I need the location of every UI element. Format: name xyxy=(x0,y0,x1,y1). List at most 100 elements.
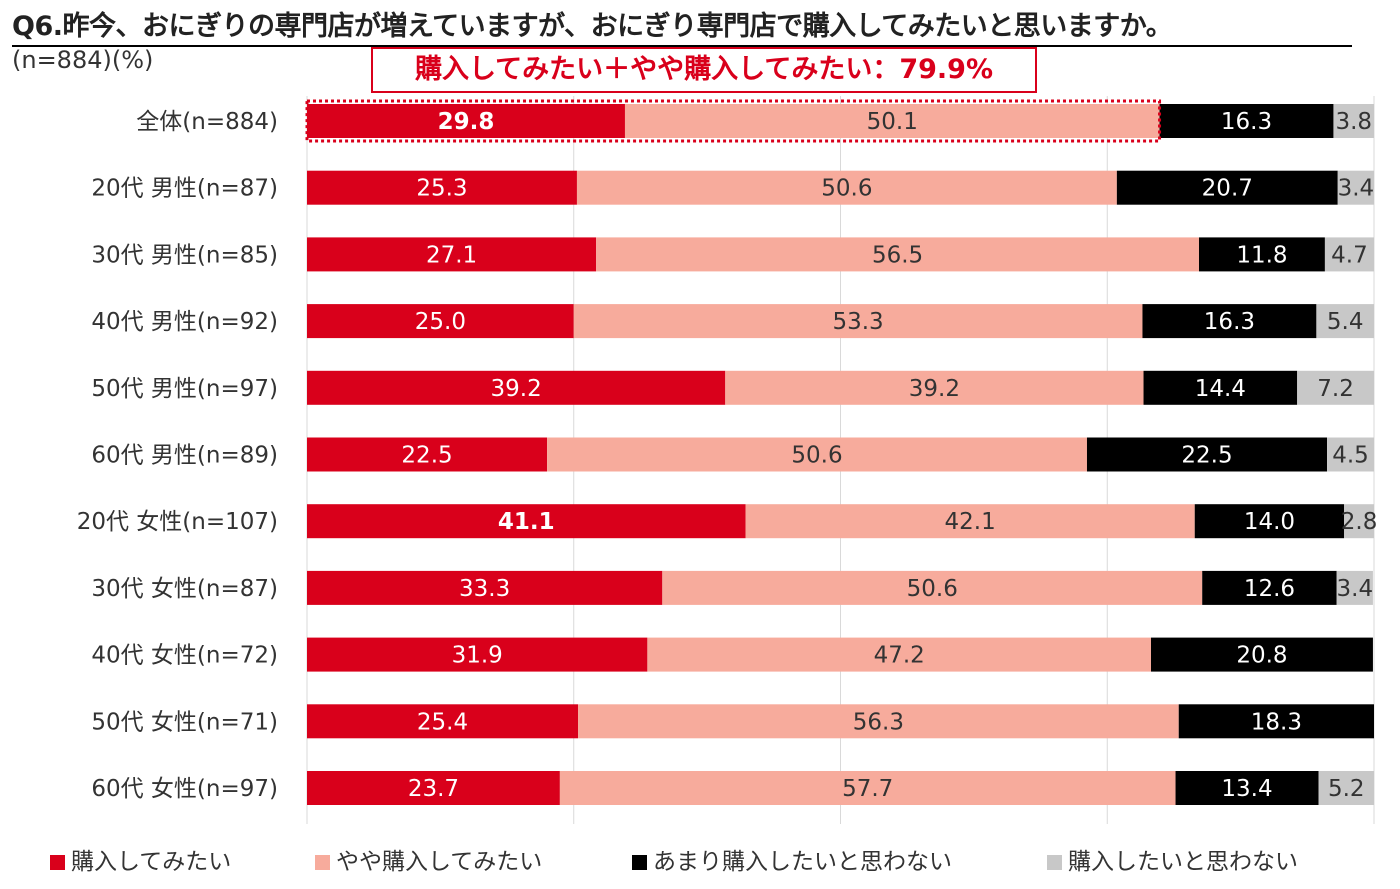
row-label: 全体(n=884) xyxy=(136,109,278,135)
data-label: 3.8 xyxy=(1335,109,1372,135)
bar-segment xyxy=(1318,771,1374,805)
bar-segment xyxy=(596,237,1200,272)
bar-segment xyxy=(559,771,1176,805)
bar-segment xyxy=(1199,237,1325,272)
bar-segment xyxy=(1175,771,1319,805)
row-label: 60代 男性(n=89) xyxy=(91,443,278,469)
bar-segment xyxy=(307,704,579,739)
data-label: 42.1 xyxy=(945,509,996,535)
bar-segment xyxy=(725,370,1144,405)
legend-item: あまり購入したいと思わない xyxy=(632,842,952,876)
bar-segment xyxy=(624,104,1160,138)
data-label: 4.5 xyxy=(1332,443,1369,469)
data-label: 12.6 xyxy=(1244,576,1295,602)
data-label: 4.7 xyxy=(1331,242,1368,268)
data-label: 7.2 xyxy=(1317,376,1354,402)
bar-segment xyxy=(1327,437,1374,472)
legend-swatch xyxy=(50,855,65,870)
bar-segment xyxy=(573,304,1143,339)
bar-segment xyxy=(307,437,548,472)
data-label: 31.9 xyxy=(452,643,503,669)
data-label: 25.4 xyxy=(417,709,468,735)
data-label: 16.3 xyxy=(1221,109,1272,135)
row-label: 40代 女性(n=72) xyxy=(91,643,278,669)
data-label: 16.3 xyxy=(1204,309,1255,335)
row-label: 40代 男性(n=92) xyxy=(91,309,278,335)
data-label: 50.1 xyxy=(867,109,918,135)
data-label: 27.1 xyxy=(426,242,477,268)
row-labels: 全体(n=884) 20代 男性(n=87) 30代 男性(n=85) 40代 男性(… xyxy=(77,109,278,802)
bar-segment xyxy=(1344,504,1374,539)
bar-segment xyxy=(307,504,746,539)
legend-label: あまり購入したいと思わない xyxy=(653,849,952,875)
row-label: 20代 男性(n=87) xyxy=(91,176,278,202)
sample-size-label: (n=884)(%) xyxy=(12,46,154,74)
data-label: 18.3 xyxy=(1251,709,1302,735)
bar-segment xyxy=(307,237,597,272)
bar-segment xyxy=(1202,570,1337,605)
row-label: 50代 女性(n=71) xyxy=(91,709,278,735)
row-label: 50代 男性(n=97) xyxy=(91,376,278,402)
data-label: 5.2 xyxy=(1328,776,1365,802)
data-label: 3.4 xyxy=(1337,576,1374,602)
data-label: 56.3 xyxy=(853,709,904,735)
bar-segment xyxy=(307,771,560,805)
highlight-layer xyxy=(305,99,1162,143)
bar-segment xyxy=(1143,370,1298,405)
legend-label: 購入してみたい xyxy=(71,849,232,875)
data-label: 56.5 xyxy=(872,242,923,268)
bar-segment xyxy=(307,637,648,672)
data-label: 14.0 xyxy=(1244,509,1295,535)
data-label: 47.2 xyxy=(874,643,925,669)
data-label: 53.3 xyxy=(832,309,883,335)
row-label: 30代 女性(n=87) xyxy=(91,576,278,602)
bar-segment xyxy=(307,170,577,205)
data-label: 2.8 xyxy=(1341,509,1378,535)
bar-segment xyxy=(662,570,1203,605)
data-label: 23.7 xyxy=(408,776,459,802)
bar-segment xyxy=(1142,304,1317,339)
legend-label: やや購入してみたい xyxy=(336,849,543,875)
data-label: 50.6 xyxy=(821,176,872,202)
data-label: 20.8 xyxy=(1236,643,1287,669)
data-label: 11.8 xyxy=(1236,242,1287,268)
bar-segment xyxy=(1297,370,1374,405)
data-label: 22.5 xyxy=(1181,443,1232,469)
data-label: 39.2 xyxy=(491,376,542,402)
data-label: 41.1 xyxy=(498,509,555,535)
bar-segment xyxy=(547,437,1087,472)
bar-segment xyxy=(578,704,1179,739)
bar-segment xyxy=(307,304,574,339)
data-label: 25.3 xyxy=(416,176,467,202)
legend-swatch xyxy=(632,855,647,870)
data-label: 5.4 xyxy=(1327,309,1364,335)
row-label: 20代 女性(n=107) xyxy=(77,509,278,535)
bar-segment xyxy=(1324,237,1374,272)
data-label: 29.8 xyxy=(438,109,495,135)
bar-segment xyxy=(1337,170,1374,205)
data-label: 14.4 xyxy=(1195,376,1246,402)
data-label: 20.7 xyxy=(1202,176,1253,202)
bar-segment xyxy=(1333,104,1374,138)
legend-item: 購入してみたい xyxy=(50,842,231,876)
data-label: 50.6 xyxy=(791,443,842,469)
bar-segment xyxy=(1116,170,1338,205)
bar-segment xyxy=(307,104,625,138)
bar-segment xyxy=(1178,704,1374,739)
chart-title: Q6.昨今、おにぎりの専門店が増えていますが、おにぎり専門店で購入してみたいと思… xyxy=(12,4,1352,47)
bar-segment xyxy=(1316,304,1374,339)
bar-segment xyxy=(576,170,1117,205)
legend-label: 購入したいと思わない xyxy=(1068,849,1298,875)
data-label: 13.4 xyxy=(1221,776,1272,802)
bar-segment xyxy=(1150,637,1373,672)
bar-segment xyxy=(307,370,726,405)
combined-rate-callout: 購入してみたい＋やや購入してみたい：79.9% xyxy=(371,47,1037,93)
bar-segment xyxy=(1336,570,1373,605)
legend-swatch xyxy=(315,855,330,870)
row-label: 30代 男性(n=85) xyxy=(91,242,278,268)
legend: 購入してみたい やや購入してみたい あまり購入したいと思わない 購入したいと思わない xyxy=(50,842,1380,875)
bar-segment xyxy=(745,504,1195,539)
data-label: 39.2 xyxy=(909,376,960,402)
bar-segment xyxy=(1194,504,1345,539)
